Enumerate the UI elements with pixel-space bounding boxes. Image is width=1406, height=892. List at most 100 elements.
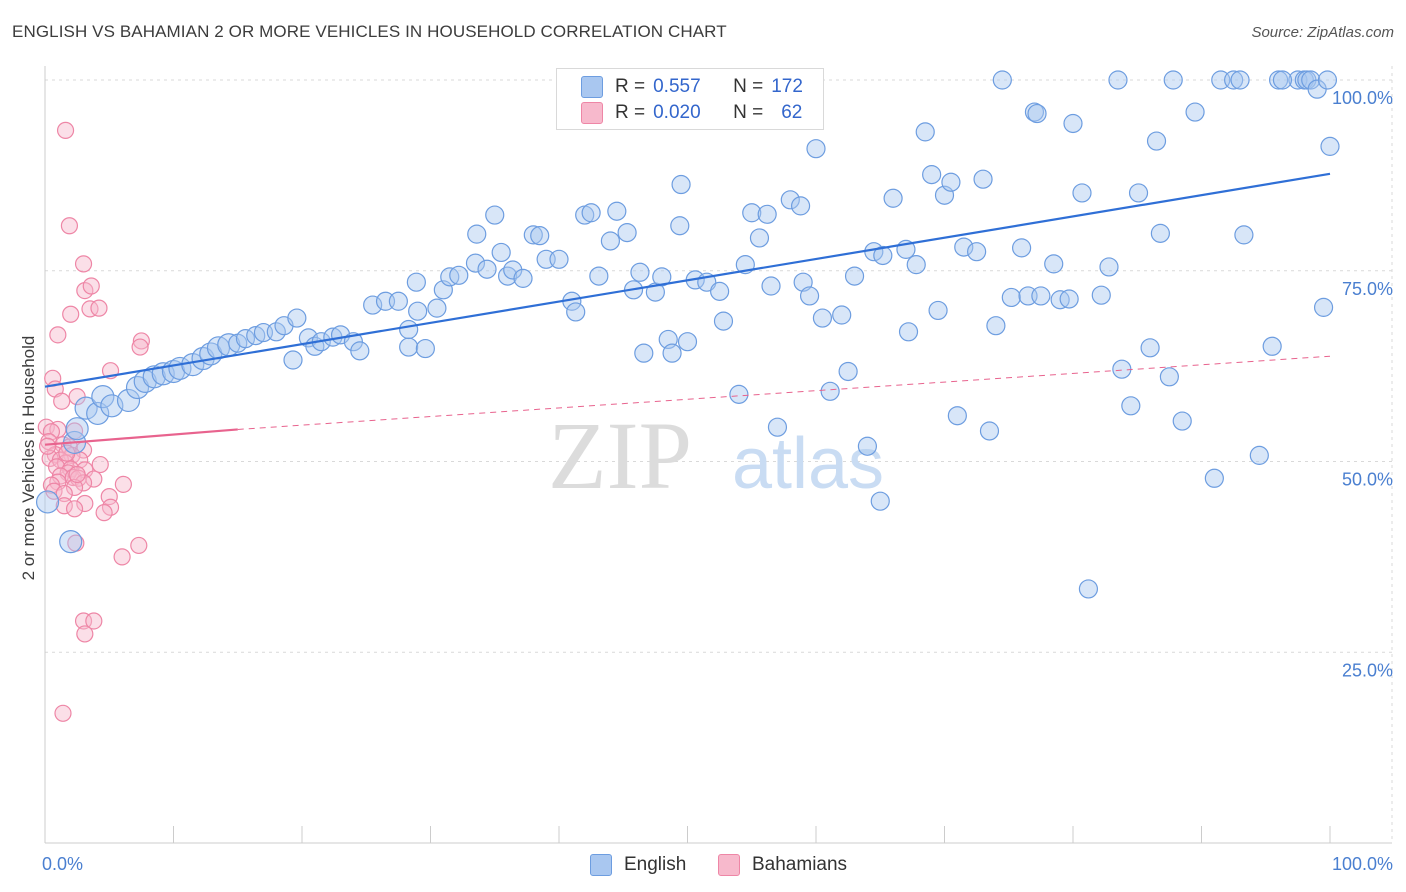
english-point bbox=[1272, 70, 1293, 90]
english-point bbox=[928, 300, 948, 321]
bottom-legend-swatch-bahamians bbox=[718, 854, 740, 876]
bahamian-point bbox=[85, 470, 103, 488]
watermark-zip: ZIP bbox=[548, 402, 692, 509]
english-point bbox=[749, 228, 770, 248]
english-point bbox=[581, 203, 601, 223]
english-point bbox=[363, 295, 383, 315]
english-point bbox=[485, 205, 505, 225]
bahamian-point bbox=[131, 338, 149, 356]
bahamian-point bbox=[65, 500, 84, 518]
english-point bbox=[820, 381, 840, 401]
english-point bbox=[491, 242, 511, 263]
english-point bbox=[1072, 183, 1092, 203]
english-point bbox=[1249, 445, 1269, 465]
english-point bbox=[844, 266, 865, 286]
y-axis-label: 2 or more Vehicles in Household bbox=[19, 336, 38, 581]
english-point bbox=[406, 272, 426, 292]
bahamian-point bbox=[38, 437, 57, 455]
english-point bbox=[883, 188, 903, 208]
legend-r-label: R = bbox=[615, 102, 646, 123]
english-point bbox=[1059, 289, 1079, 309]
bahamian-point bbox=[85, 612, 103, 630]
english-point bbox=[1204, 468, 1224, 488]
bahamian-point bbox=[49, 326, 67, 344]
bahamian-point bbox=[91, 455, 109, 474]
english-point bbox=[671, 174, 691, 195]
english-point bbox=[780, 190, 800, 210]
english-point bbox=[617, 223, 637, 243]
bahamian-point bbox=[82, 277, 100, 295]
english-point bbox=[59, 530, 83, 554]
bahamian-point bbox=[55, 484, 73, 503]
english-point bbox=[125, 375, 150, 400]
english-point bbox=[467, 224, 487, 244]
bahamian-point bbox=[132, 332, 150, 350]
english-point bbox=[713, 311, 734, 331]
english-point bbox=[246, 326, 266, 346]
english-point bbox=[1185, 102, 1205, 122]
legend-n-value: 172 bbox=[771, 76, 803, 97]
tick-labels: 25.0% 50.0% 75.0% 100.0% 0.0% 100.0% bbox=[42, 88, 1393, 874]
watermark-atlas: atlas bbox=[732, 424, 884, 504]
english-point bbox=[799, 286, 820, 306]
english-point bbox=[1234, 225, 1254, 245]
bahamian-point bbox=[76, 494, 94, 513]
bahamian-point bbox=[68, 465, 86, 484]
english-point bbox=[1262, 336, 1282, 356]
english-point bbox=[812, 308, 833, 328]
english-point bbox=[947, 406, 967, 426]
english-point bbox=[630, 262, 650, 282]
bahamian-point bbox=[74, 255, 93, 273]
english-point bbox=[729, 384, 749, 404]
english-point bbox=[634, 343, 654, 363]
english-point bbox=[1172, 411, 1192, 431]
source-label: Source: ZipAtlas.com bbox=[1251, 24, 1394, 41]
english-point bbox=[408, 301, 428, 321]
english-point bbox=[1001, 287, 1021, 308]
english-point bbox=[566, 302, 586, 322]
english-point bbox=[283, 350, 303, 370]
x-tick-label-left: 0.0% bbox=[42, 854, 83, 874]
english-point bbox=[1011, 238, 1032, 258]
grid-lines bbox=[45, 66, 1393, 843]
english-point bbox=[91, 385, 115, 409]
english-point bbox=[1320, 136, 1340, 156]
english-point bbox=[523, 225, 543, 245]
english-point bbox=[941, 172, 961, 192]
english-point bbox=[790, 196, 811, 216]
english-point bbox=[1108, 70, 1128, 90]
english-point bbox=[1063, 113, 1083, 134]
english-point bbox=[967, 242, 987, 262]
english-point bbox=[465, 253, 486, 273]
bottom-legend-label-bahamians: Bahamians bbox=[752, 854, 848, 875]
english-point bbox=[415, 338, 435, 359]
english-point bbox=[710, 281, 730, 301]
english-point bbox=[652, 267, 672, 287]
english-point bbox=[1099, 257, 1119, 277]
english-point bbox=[677, 332, 698, 352]
english-point bbox=[142, 365, 166, 389]
bahamian-point bbox=[53, 392, 71, 410]
english-point bbox=[287, 308, 307, 328]
english-point bbox=[857, 436, 878, 456]
y-tick-label: 25.0% bbox=[1342, 660, 1393, 680]
english-point bbox=[1027, 103, 1047, 124]
english-point bbox=[350, 341, 370, 361]
english-point bbox=[607, 201, 627, 221]
legend-r-value: 0.020 bbox=[653, 102, 701, 123]
english-point bbox=[1163, 70, 1183, 90]
bahamian-point bbox=[76, 625, 94, 643]
legend-row-bahamian: R = 0.020 N = 62 bbox=[581, 101, 802, 125]
y-tick-label: 50.0% bbox=[1342, 470, 1393, 490]
bahamian-point bbox=[60, 217, 79, 235]
english-point bbox=[498, 266, 518, 286]
english-point bbox=[600, 231, 621, 251]
english-point bbox=[477, 259, 497, 279]
english-point bbox=[589, 266, 609, 286]
english-point bbox=[973, 169, 993, 189]
bottom-legend-swatch-english bbox=[590, 854, 612, 876]
english-point bbox=[898, 322, 919, 342]
english-point bbox=[1031, 286, 1051, 306]
english-point bbox=[1317, 70, 1338, 90]
english-point bbox=[954, 237, 974, 257]
